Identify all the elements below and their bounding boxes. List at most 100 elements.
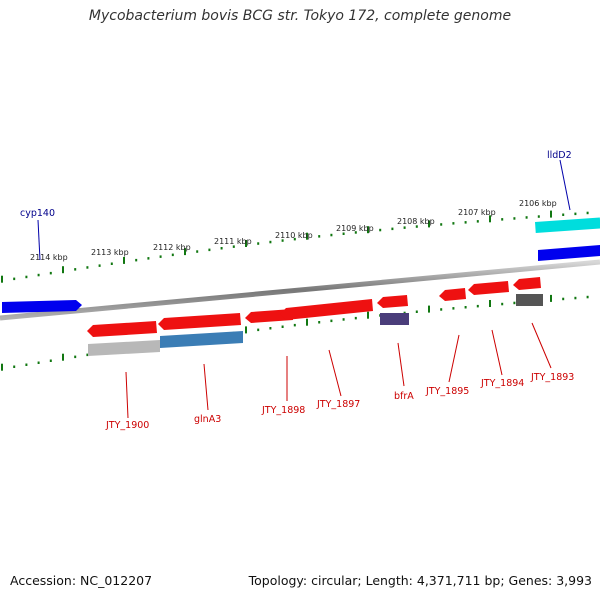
lower-ruler-minor-tick	[330, 319, 333, 323]
upper-ruler-minor-tick	[379, 228, 382, 232]
upper-ruler-major-tick	[550, 210, 552, 218]
upper-ruler-minor-tick	[257, 242, 260, 245]
scale-label-2113: 2113 kbp	[91, 248, 129, 257]
callout-JTY-1900	[125, 371, 129, 419]
upper-ruler-minor-tick	[98, 264, 101, 267]
upper-ruler-minor-tick	[391, 227, 394, 231]
upper-ruler-minor-tick	[86, 266, 89, 269]
upper-ruler-minor-tick	[476, 220, 479, 223]
callout-JTY-1895	[448, 334, 460, 383]
upper-ruler-major-tick	[184, 248, 186, 256]
callout-cyp140	[37, 219, 41, 261]
upper-ruler-major-tick	[123, 256, 125, 264]
lower-ruler-minor-tick	[37, 361, 40, 364]
feature-lldD2-cyan[interactable]	[534, 217, 600, 233]
label-cyp140: cyp140	[20, 208, 55, 219]
feature-JTY-1897[interactable]	[280, 299, 373, 320]
lower-ruler-major-tick	[428, 305, 430, 313]
lower-ruler-major-tick	[1, 363, 3, 371]
feature-bfrA[interactable]	[377, 295, 408, 308]
lower-ruler-minor-tick	[513, 301, 516, 305]
upper-ruler-major-tick	[428, 220, 430, 228]
upper-ruler-minor-tick	[330, 233, 333, 237]
upper-ruler-minor-tick	[537, 215, 540, 218]
genome-summary-text: Topology: circular; Length: 4,371,711 bp…	[248, 573, 592, 588]
lower-ruler-minor-tick	[440, 308, 443, 311]
lower-ruler-minor-tick	[464, 306, 467, 309]
lower-ruler-minor-tick	[25, 363, 28, 366]
upper-ruler-major-tick	[1, 275, 3, 283]
upper-ruler-minor-tick	[501, 218, 504, 221]
lower-ruler-minor-tick	[13, 365, 16, 368]
feature-JTY-1900[interactable]	[87, 321, 157, 337]
forward-features	[2, 217, 600, 313]
label-callouts	[37, 159, 571, 419]
lower-ruler-minor-tick	[293, 323, 296, 327]
feature-JTY-1898[interactable]	[245, 309, 293, 323]
callout-JTY-1893	[531, 322, 552, 369]
feature-JTY-1895[interactable]	[439, 288, 466, 301]
label-bfrA: bfrA	[394, 391, 414, 402]
lower-ruler-minor-tick	[257, 328, 260, 332]
lower-ruler-minor-tick	[281, 325, 284, 328]
upper-ruler-minor-tick	[196, 250, 199, 253]
accession-text: Accession: NC_012207	[10, 573, 153, 588]
lower-ruler-minor-tick	[318, 321, 321, 324]
gene-bar-bfrA	[380, 313, 409, 325]
upper-ruler-minor-tick	[37, 273, 40, 277]
feature-glnA3[interactable]	[158, 313, 241, 330]
upper-ruler-minor-tick	[49, 271, 52, 275]
lower-ruler-major-tick	[62, 353, 64, 361]
scale-label-2111: 2111 kbp	[214, 237, 252, 246]
upper-ruler-minor-tick	[232, 245, 235, 248]
upper-ruler-minor-tick	[293, 237, 296, 241]
upper-ruler-minor-tick	[464, 221, 467, 224]
upper-ruler-minor-tick	[440, 223, 443, 226]
lower-ruler-major-tick	[245, 326, 247, 334]
upper-ruler-major-tick	[489, 215, 491, 223]
scale-labels: 2114 kbp 2113 kbp 2112 kbp 2111 kbp 2110…	[30, 199, 557, 262]
upper-ruler-major-tick	[62, 266, 64, 274]
scale-label-2109: 2109 kbp	[336, 224, 374, 233]
scale-label-2106: 2106 kbp	[519, 199, 557, 208]
upper-ruler-minor-tick	[574, 212, 577, 216]
upper-ruler-minor-tick	[403, 226, 406, 229]
lower-ruler-major-tick	[489, 300, 491, 307]
lower-ruler-minor-tick	[74, 355, 77, 359]
upper-ruler-minor-tick	[342, 232, 345, 235]
gene-bar-JTY-1893	[516, 294, 543, 306]
label-JTY-1894: JTY_1894	[480, 378, 524, 389]
upper-ruler-minor-tick	[513, 217, 516, 220]
callout-bfrA	[397, 342, 405, 387]
upper-ruler-minor-tick	[452, 222, 455, 225]
feature-lldD2[interactable]	[538, 245, 600, 261]
lower-ruler-minor-tick	[415, 310, 418, 313]
lower-ruler-minor-tick	[586, 295, 589, 299]
upper-ruler-major-tick	[245, 240, 247, 247]
label-lldD2: lldD2	[547, 150, 572, 161]
upper-ruler-minor-tick	[13, 277, 16, 281]
callout-JTY-1897	[328, 349, 342, 397]
lower-ruler-minor-tick	[452, 307, 455, 310]
feature-labels: cyp140 lldD2 JTY_1900 glnA3 JTY_1898 JTY…	[20, 150, 574, 431]
label-JTY-1893: JTY_1893	[530, 372, 574, 383]
label-JTY-1895: JTY_1895	[425, 386, 469, 397]
feature-JTY-1894[interactable]	[468, 281, 509, 295]
upper-ruler-major-tick	[367, 226, 369, 234]
upper-ruler-minor-tick	[25, 275, 28, 279]
scale-label-2112: 2112 kbp	[153, 243, 191, 252]
callout-glnA3	[203, 363, 209, 411]
lower-ruler-minor-tick	[354, 316, 357, 320]
lower-ruler-major-tick	[550, 294, 552, 302]
upper-ruler-minor-tick	[318, 235, 321, 238]
upper-ruler-minor-tick	[147, 257, 150, 260]
feature-cyp140[interactable]	[2, 300, 82, 313]
feature-JTY-1893[interactable]	[513, 277, 541, 290]
upper-ruler-minor-tick	[135, 258, 138, 262]
upper-ruler-minor-tick	[171, 253, 174, 257]
lower-ruler-minor-tick	[403, 311, 406, 315]
scale-label-2110: 2110 kbp	[275, 231, 313, 240]
scale-label-2114: 2114 kbp	[30, 253, 68, 262]
label-JTY-1897: JTY_1897	[316, 399, 360, 410]
